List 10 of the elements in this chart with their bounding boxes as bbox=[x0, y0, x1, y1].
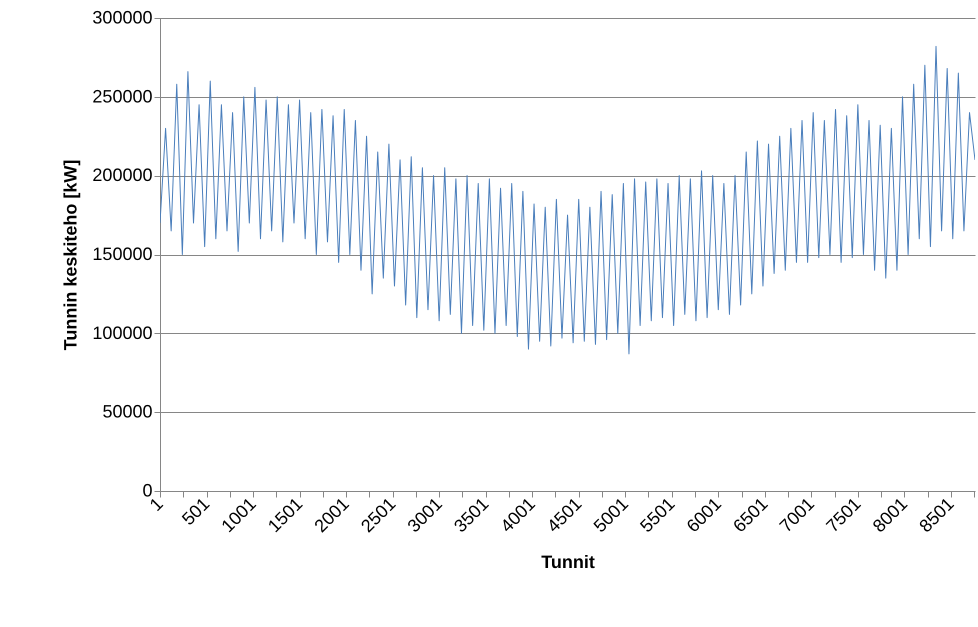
y-tick-label: 300000 bbox=[92, 8, 152, 28]
y-tick-label: 50000 bbox=[102, 402, 152, 422]
y-axis-title: Tunnin keskiteho [kW] bbox=[60, 160, 80, 350]
y-tick-label: 150000 bbox=[92, 244, 152, 264]
y-tick-label: 250000 bbox=[92, 86, 152, 106]
x-axis-title: Tunnit bbox=[541, 552, 595, 572]
y-tick-label: 0 bbox=[142, 480, 152, 500]
y-tick-label: 200000 bbox=[92, 165, 152, 186]
y-tick-label: 100000 bbox=[92, 322, 152, 343]
x-tick-label: 501 bbox=[178, 494, 214, 530]
